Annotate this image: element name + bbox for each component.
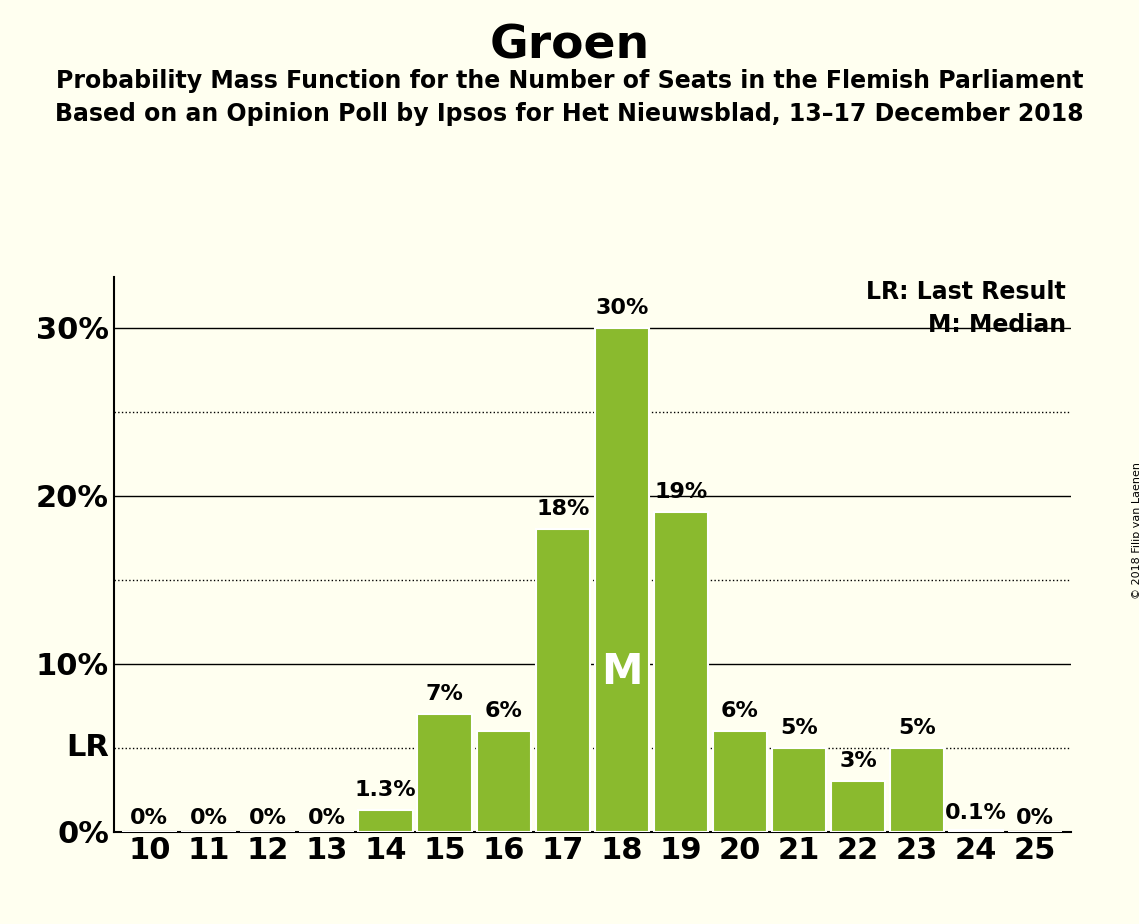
Text: 7%: 7% xyxy=(426,684,464,704)
Text: 0%: 0% xyxy=(1016,808,1055,828)
Text: 0%: 0% xyxy=(189,808,228,828)
Bar xyxy=(476,731,531,832)
Text: 0%: 0% xyxy=(308,808,345,828)
Text: LR: LR xyxy=(66,733,109,762)
Bar xyxy=(890,748,944,832)
Text: 30%: 30% xyxy=(595,298,648,318)
Text: Based on an Opinion Poll by Ipsos for Het Nieuwsblad, 13–17 December 2018: Based on an Opinion Poll by Ipsos for He… xyxy=(55,102,1084,126)
Bar xyxy=(830,781,885,832)
Text: © 2018 Filip van Laenen: © 2018 Filip van Laenen xyxy=(1132,462,1139,599)
Text: 18%: 18% xyxy=(536,499,590,519)
Text: LR: Last Result: LR: Last Result xyxy=(866,280,1066,304)
Bar xyxy=(359,809,412,832)
Bar xyxy=(535,529,590,832)
Text: Groen: Groen xyxy=(490,23,649,68)
Text: 0%: 0% xyxy=(248,808,286,828)
Text: 0.1%: 0.1% xyxy=(945,803,1007,823)
Text: 0%: 0% xyxy=(130,808,169,828)
Text: 19%: 19% xyxy=(654,482,707,503)
Text: M: M xyxy=(601,651,642,693)
Bar xyxy=(418,714,472,832)
Bar xyxy=(595,328,649,832)
Text: 6%: 6% xyxy=(721,700,759,721)
Text: 1.3%: 1.3% xyxy=(354,780,417,799)
Text: 5%: 5% xyxy=(899,718,936,737)
Text: 6%: 6% xyxy=(485,700,523,721)
Bar xyxy=(772,748,826,832)
Text: 3%: 3% xyxy=(839,751,877,772)
Text: M: Median: M: Median xyxy=(928,313,1066,337)
Text: 5%: 5% xyxy=(780,718,818,737)
Bar xyxy=(713,731,767,832)
Bar xyxy=(654,513,708,832)
Text: Probability Mass Function for the Number of Seats in the Flemish Parliament: Probability Mass Function for the Number… xyxy=(56,69,1083,93)
Bar xyxy=(949,830,1003,832)
